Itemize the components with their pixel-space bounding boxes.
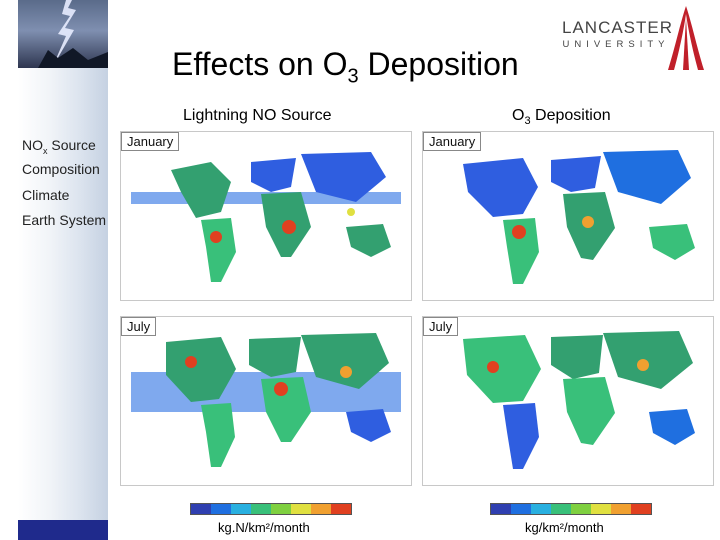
panel-label: January bbox=[121, 132, 180, 151]
sidebar-gradient bbox=[18, 0, 108, 540]
colorbar-segment bbox=[491, 504, 511, 514]
colorbar-segment bbox=[211, 504, 231, 514]
climate-label: Climate bbox=[22, 187, 70, 203]
colorbar-segment bbox=[331, 504, 351, 514]
map-panel-deposition-january: January bbox=[422, 131, 714, 301]
university-logo-text: LANCASTER UNIVERSITY bbox=[562, 18, 674, 50]
nox-source-label: NOx Source bbox=[22, 137, 96, 156]
colorbar-segment bbox=[531, 504, 551, 514]
colorbar-segment bbox=[591, 504, 611, 514]
earth-system-label: Earth System bbox=[22, 212, 107, 228]
colorbar-segment bbox=[551, 504, 571, 514]
panel-label: July bbox=[423, 317, 459, 336]
colorbar-segment bbox=[251, 504, 271, 514]
colorbar-segment bbox=[191, 504, 211, 514]
lightning-photo bbox=[18, 0, 108, 68]
map-panel-lightning-july: July bbox=[120, 316, 412, 486]
sidebar-bottom-band bbox=[18, 520, 108, 540]
map-panel-lightning-january: January bbox=[120, 131, 412, 301]
colorbar-left bbox=[190, 503, 352, 515]
colorbar-segment bbox=[571, 504, 591, 514]
colorbar-segment bbox=[511, 504, 531, 514]
colorbar-segment bbox=[231, 504, 251, 514]
colorbar-segment bbox=[271, 504, 291, 514]
colorbar-segment bbox=[631, 504, 651, 514]
panel-label: July bbox=[121, 317, 157, 336]
right-unit-label: kg/km²/month bbox=[525, 520, 604, 535]
colorbar-segment bbox=[311, 504, 331, 514]
composition-label: Composition bbox=[22, 161, 100, 177]
map-panel-deposition-july: July bbox=[422, 316, 714, 486]
right-column-header: O3 Deposition bbox=[512, 107, 611, 128]
slide-title: Effects on O3 Deposition bbox=[172, 46, 519, 88]
colorbar-segment bbox=[291, 504, 311, 514]
colorbar-segment bbox=[611, 504, 631, 514]
left-unit-label: kg.N/km²/month bbox=[218, 520, 310, 535]
logo-line-2: UNIVERSITY bbox=[562, 39, 670, 50]
panel-label: January bbox=[423, 132, 482, 151]
left-column-header: Lightning NO Source bbox=[183, 107, 332, 124]
colorbar-right bbox=[490, 503, 652, 515]
logo-line-1: LANCASTER bbox=[562, 18, 674, 37]
university-logo-mark bbox=[668, 6, 704, 70]
